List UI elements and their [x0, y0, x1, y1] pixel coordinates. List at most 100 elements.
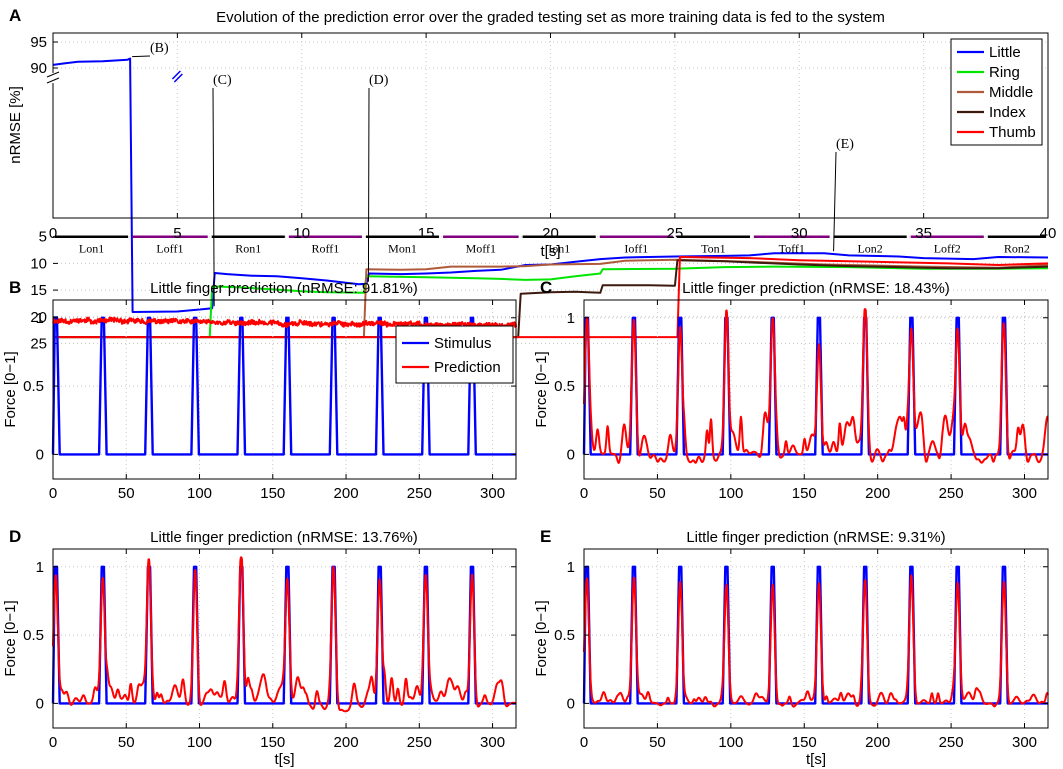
- chart-title: Little finger prediction (nRMSE: 9.31%): [686, 529, 945, 546]
- series-line-thumb: [53, 256, 1049, 339]
- legend-box: [395, 325, 514, 384]
- x-tick-label: 5: [173, 225, 181, 242]
- y-tick-label: 95: [30, 34, 47, 51]
- series-line-middle: [53, 258, 1049, 339]
- break-mark-line: [173, 73, 183, 83]
- y-tick-label: 90: [30, 60, 47, 77]
- x-tick-label: 0: [49, 225, 57, 242]
- annotation-line: [212, 87, 215, 307]
- panel-a: A Evolution of the prediction error over …: [7, 6, 1056, 353]
- y-tick-label: 0: [36, 446, 44, 463]
- x-tick-label: 200: [334, 485, 359, 502]
- y-tick-label: 1: [567, 559, 575, 576]
- y-tick-label: 25: [30, 336, 47, 353]
- y-tick-label: 0.5: [23, 627, 44, 644]
- series-line-ring: [53, 265, 1049, 339]
- segment-label: Ioff1: [624, 242, 648, 256]
- annotation-line: [367, 87, 370, 282]
- x-tick-label: 50: [118, 734, 135, 751]
- x-tick-label: 100: [187, 485, 212, 502]
- x-tick-label: 250: [407, 485, 432, 502]
- legend-label: Middle: [989, 84, 1033, 101]
- y-tick-label: 1: [36, 310, 44, 327]
- stimulus-line: [51, 316, 516, 456]
- axis-break-gap: [47, 73, 59, 83]
- segment-label: Lon1: [79, 242, 104, 256]
- chart-title: Little finger prediction (nRMSE: 91.81%): [150, 280, 418, 297]
- x-tick-label: 300: [480, 734, 505, 751]
- x-tick-label: 300: [480, 485, 505, 502]
- annotation-label: (E): [836, 137, 854, 152]
- y-tick-label: 0: [567, 695, 575, 712]
- legend-label: Ring: [989, 64, 1020, 81]
- axes-frame: [52, 299, 517, 480]
- x-tick-label: 10: [293, 225, 310, 242]
- prediction-line: [52, 556, 517, 713]
- x-tick-label: 50: [649, 485, 666, 502]
- segment-label: Lon2: [857, 242, 882, 256]
- y-axis-label: Force [0−1]: [533, 600, 550, 676]
- segment-label: Toff1: [779, 242, 805, 256]
- legend-label: Index: [989, 104, 1026, 121]
- segment-label: Roff1: [311, 242, 339, 256]
- annotation-label: (D): [369, 73, 389, 88]
- annotation-line: [833, 151, 837, 252]
- x-axis-label: t[s]: [806, 751, 826, 768]
- legend-label: Prediction: [434, 359, 501, 376]
- panel-e: E Little finger prediction (nRMSE: 9.31%)…: [533, 527, 1049, 768]
- x-tick-label: 0: [580, 485, 588, 502]
- y-tick-label: 0: [567, 446, 575, 463]
- y-tick-label: 20: [30, 309, 47, 326]
- segment-label: Loff2: [934, 242, 961, 256]
- panel-label-d: D: [9, 527, 21, 546]
- prediction-line: [583, 574, 1049, 708]
- x-tick-label: 50: [649, 734, 666, 751]
- x-tick-label: 30: [791, 225, 808, 242]
- annotation-label: (B): [150, 41, 169, 56]
- legend-label: Stimulus: [434, 335, 492, 352]
- axes-frame: [583, 299, 1049, 480]
- x-tick-label: 200: [865, 734, 890, 751]
- x-tick-label: 150: [260, 734, 285, 751]
- x-axis-label: t[s]: [540, 243, 560, 260]
- panel-label-b: B: [9, 278, 21, 297]
- axis-break-mark: [46, 77, 60, 84]
- panel-label-a: A: [9, 6, 21, 25]
- segment-label: Mon1: [388, 242, 417, 256]
- legend-label: Little: [989, 44, 1021, 61]
- x-tick-label: 15: [418, 225, 435, 242]
- x-tick-label: 300: [1012, 485, 1037, 502]
- chart-title: Little finger prediction (nRMSE: 18.43%): [682, 280, 950, 297]
- chart-title: Evolution of the prediction error over t…: [216, 9, 885, 26]
- x-tick-label: 20: [542, 225, 559, 242]
- x-tick-label: 150: [792, 734, 817, 751]
- x-tick-label: 25: [667, 225, 684, 242]
- panel-c: C Little finger prediction (nRMSE: 18.43%…: [533, 278, 1049, 502]
- y-tick-label: 0.5: [554, 378, 575, 395]
- panel-label-c: C: [540, 278, 552, 297]
- panel-b: B Little finger prediction (nRMSE: 91.81%…: [2, 278, 517, 502]
- break-mark-line: [171, 70, 181, 80]
- y-tick-label: 1: [36, 559, 44, 576]
- segment-label: Ron1: [235, 242, 261, 256]
- series-line-index: [53, 259, 1049, 339]
- x-tick-label: 200: [334, 734, 359, 751]
- axes-frame: [583, 548, 1049, 729]
- y-tick-label: 0.5: [23, 378, 44, 395]
- segment-label: Loff1: [156, 242, 183, 256]
- x-tick-label: 40: [1040, 225, 1057, 242]
- y-tick-label: 0.5: [554, 627, 575, 644]
- x-tick-label: 0: [49, 485, 57, 502]
- x-tick-label: 100: [187, 734, 212, 751]
- axis-break-mark: [46, 71, 60, 78]
- y-tick-label: 5: [39, 229, 47, 246]
- axes-frame: [52, 548, 517, 729]
- annotation-line: [132, 55, 151, 58]
- segment-label: Ion1: [548, 242, 570, 256]
- x-tick-label: 250: [939, 485, 964, 502]
- x-tick-label: 0: [49, 734, 57, 751]
- x-tick-label: 100: [718, 734, 743, 751]
- legend-label: Thumb: [989, 124, 1036, 141]
- x-tick-label: 150: [792, 485, 817, 502]
